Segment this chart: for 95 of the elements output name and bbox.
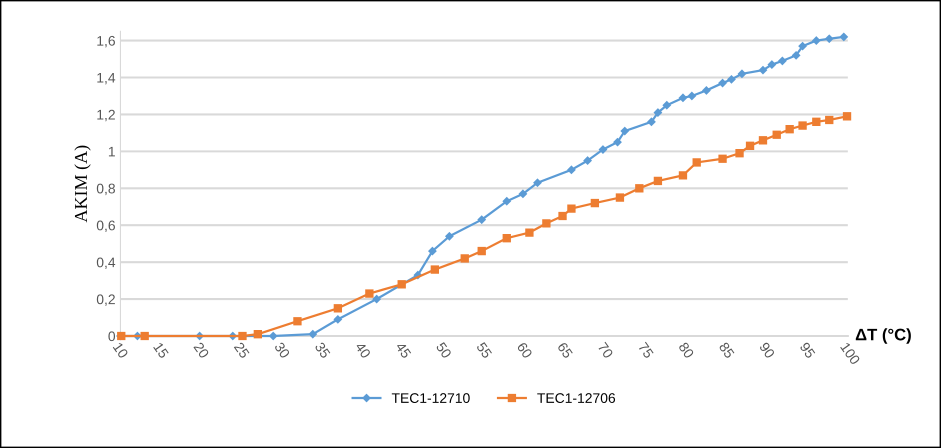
- point: [502, 234, 511, 242]
- x-tick-label: 85: [718, 342, 735, 359]
- x-tick-label: 15: [153, 342, 169, 359]
- x-tick-label: 50: [436, 342, 452, 359]
- x-tick-label: 100: [840, 342, 861, 366]
- point: [758, 66, 768, 74]
- point: [798, 42, 807, 50]
- point: [308, 330, 317, 338]
- point: [692, 158, 701, 167]
- point: [445, 232, 454, 240]
- point: [812, 118, 820, 126]
- point: [635, 184, 644, 192]
- point: [812, 36, 820, 45]
- x-tick-label: 40: [354, 341, 372, 359]
- point: [842, 112, 852, 120]
- legend-label: TEC1-12706: [537, 393, 616, 404]
- point: [798, 121, 807, 130]
- point: [558, 212, 567, 220]
- point: [702, 86, 711, 95]
- x-tick-label: 30: [274, 342, 290, 359]
- y-tick-label: 1: [108, 146, 115, 156]
- x-tick-label: 95: [799, 342, 816, 359]
- x-tick-label: 75: [638, 342, 654, 359]
- point: [718, 154, 727, 163]
- point: [140, 332, 149, 340]
- point: [825, 116, 834, 124]
- point: [518, 190, 528, 198]
- x-tick-label: 25: [234, 342, 250, 359]
- x-tick-label: 10: [112, 342, 129, 359]
- point: [254, 330, 262, 338]
- point: [533, 178, 542, 187]
- point: [678, 171, 688, 180]
- y-tick-label: 0,2: [96, 294, 115, 306]
- point: [430, 265, 440, 274]
- point: [567, 204, 576, 213]
- point: [785, 125, 794, 134]
- point: [525, 228, 534, 237]
- point: [688, 92, 696, 100]
- point: [840, 32, 848, 42]
- point: [778, 56, 787, 66]
- x-tick-label: 20: [193, 342, 210, 359]
- point: [567, 166, 576, 174]
- point: [620, 126, 629, 136]
- x-tick-label: 55: [476, 342, 492, 359]
- point: [502, 197, 511, 206]
- point: [738, 70, 746, 78]
- x-tick-label: 90: [759, 342, 776, 359]
- x-tick-label: 65: [557, 342, 574, 359]
- point: [616, 193, 624, 202]
- point: [334, 315, 342, 324]
- point: [590, 198, 600, 208]
- point: [598, 145, 608, 154]
- point: [478, 216, 486, 224]
- y-tick-label: 0,4: [96, 257, 116, 269]
- y-tick-label: 0,8: [96, 184, 115, 196]
- point: [238, 332, 247, 340]
- point: [365, 289, 374, 298]
- point: [372, 294, 381, 304]
- point: [293, 317, 302, 326]
- x-tick-label: 60: [516, 342, 533, 359]
- point: [583, 156, 592, 165]
- x-tick-label: 70: [597, 342, 614, 359]
- point: [825, 34, 834, 43]
- point: [792, 51, 800, 60]
- point: [542, 219, 551, 228]
- point: [772, 130, 781, 139]
- point: [654, 176, 662, 186]
- y-tick-label: 1,6: [97, 36, 115, 48]
- y-tick-label: 0,6: [96, 220, 115, 232]
- legend-label: TEC1-12710: [392, 393, 470, 404]
- y-tick-label: 1,2: [97, 110, 115, 122]
- point: [678, 94, 688, 102]
- point: [647, 118, 656, 126]
- x-tick-label: 35: [314, 342, 331, 359]
- point: [727, 75, 736, 84]
- point: [613, 138, 622, 146]
- point: [428, 246, 437, 256]
- y-tick-label: 0: [108, 331, 116, 342]
- point: [478, 246, 486, 256]
- point: [334, 304, 342, 312]
- point: [398, 280, 406, 288]
- point: [269, 332, 278, 340]
- point: [768, 60, 776, 69]
- point: [746, 142, 754, 150]
- point: [758, 136, 768, 144]
- point: [662, 101, 671, 110]
- x-tick-label: 45: [395, 341, 412, 359]
- point: [735, 149, 744, 158]
- y-axis-title: AKIM (A): [74, 146, 91, 222]
- x-axis-title: ΔT (°C): [856, 328, 911, 344]
- point: [460, 254, 469, 263]
- y-tick-label: 1,4: [97, 72, 116, 84]
- point: [654, 108, 662, 117]
- x-tick-label: 80: [678, 342, 694, 359]
- point: [718, 78, 727, 88]
